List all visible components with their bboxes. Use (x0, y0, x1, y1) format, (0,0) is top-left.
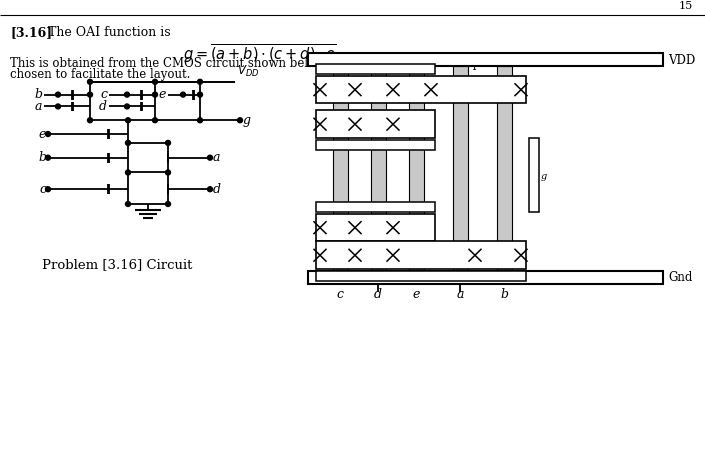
Bar (316, 140, 435, 150)
Circle shape (166, 170, 171, 175)
Circle shape (46, 155, 51, 160)
Bar (316, 202, 435, 212)
Text: VDD: VDD (668, 53, 695, 67)
Text: e: e (39, 128, 46, 140)
Text: a: a (456, 288, 464, 301)
Circle shape (125, 104, 130, 109)
Circle shape (180, 92, 185, 97)
Text: d: d (374, 288, 382, 301)
Text: d: d (213, 183, 221, 196)
Bar (316, 241, 526, 269)
Text: g: g (541, 172, 547, 181)
Text: Problem [3.16] Circuit: Problem [3.16] Circuit (42, 258, 192, 271)
Text: Gnd: Gnd (668, 272, 692, 284)
Circle shape (166, 201, 171, 206)
Circle shape (197, 118, 202, 123)
Circle shape (207, 187, 212, 192)
Bar (497, 66, 512, 271)
Text: $V_{DD}$: $V_{DD}$ (237, 64, 259, 79)
Text: c: c (100, 88, 107, 101)
Text: b: b (38, 151, 46, 164)
Text: d: d (99, 100, 107, 113)
Circle shape (87, 92, 92, 97)
Bar (316, 64, 435, 74)
Bar (316, 271, 526, 281)
Text: e: e (412, 288, 419, 301)
Text: a: a (213, 151, 221, 164)
Circle shape (238, 118, 243, 123)
Text: The OAI function is: The OAI function is (48, 26, 171, 39)
Bar (308, 53, 663, 66)
Circle shape (125, 92, 130, 97)
Bar (316, 76, 526, 104)
Text: [3.16]: [3.16] (10, 26, 52, 39)
Circle shape (197, 79, 202, 84)
Bar (333, 66, 348, 271)
Circle shape (125, 140, 130, 145)
Circle shape (152, 79, 157, 84)
Circle shape (125, 201, 130, 206)
Circle shape (125, 118, 130, 123)
Text: b: b (500, 288, 508, 301)
Text: This is obtained from the CMOS circuit shown below. The placement of the inputs : This is obtained from the CMOS circuit s… (10, 57, 541, 70)
Text: b: b (34, 88, 42, 101)
Text: 15: 15 (679, 1, 693, 11)
Text: chosen to facilitate the layout.: chosen to facilitate the layout. (10, 68, 190, 81)
Circle shape (46, 131, 51, 137)
Text: $g = \overline{(a+b)\cdot(c+d)\cdot e}$: $g = \overline{(a+b)\cdot(c+d)\cdot e}$ (183, 43, 336, 65)
Bar (409, 66, 424, 271)
Bar (316, 110, 435, 138)
Circle shape (166, 140, 171, 145)
Bar (316, 214, 435, 241)
Circle shape (46, 187, 51, 192)
Circle shape (152, 118, 157, 123)
Circle shape (56, 104, 61, 109)
Bar (453, 66, 468, 271)
Text: c: c (39, 183, 46, 196)
Text: e: e (159, 88, 166, 101)
Text: c: c (336, 288, 343, 301)
Bar (371, 66, 386, 271)
Bar (529, 138, 539, 212)
Text: a: a (35, 100, 42, 113)
Circle shape (56, 92, 61, 97)
Circle shape (207, 155, 212, 160)
Circle shape (87, 118, 92, 123)
Text: g: g (243, 114, 251, 127)
Bar (308, 271, 663, 284)
Circle shape (152, 92, 157, 97)
Circle shape (197, 92, 202, 97)
Circle shape (125, 170, 130, 175)
Circle shape (87, 79, 92, 84)
